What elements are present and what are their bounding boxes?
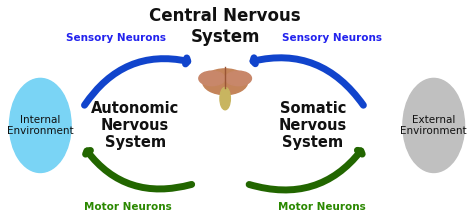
Ellipse shape bbox=[202, 69, 247, 95]
Text: Somatic
Nervous
System: Somatic Nervous System bbox=[279, 101, 347, 150]
Text: Autonomic
Nervous
System: Autonomic Nervous System bbox=[91, 101, 179, 150]
Text: Sensory Neurons: Sensory Neurons bbox=[66, 33, 166, 43]
Ellipse shape bbox=[226, 71, 251, 86]
Ellipse shape bbox=[199, 71, 225, 86]
Ellipse shape bbox=[220, 87, 230, 110]
Ellipse shape bbox=[9, 78, 71, 172]
Text: Motor Neurons: Motor Neurons bbox=[84, 202, 172, 212]
Text: Sensory Neurons: Sensory Neurons bbox=[282, 33, 382, 43]
Text: Central Nervous
System: Central Nervous System bbox=[149, 7, 301, 45]
Text: Internal
Environment: Internal Environment bbox=[7, 115, 73, 136]
Text: Motor Neurons: Motor Neurons bbox=[278, 202, 366, 212]
Text: External
Environment: External Environment bbox=[401, 115, 467, 136]
Ellipse shape bbox=[403, 78, 465, 172]
